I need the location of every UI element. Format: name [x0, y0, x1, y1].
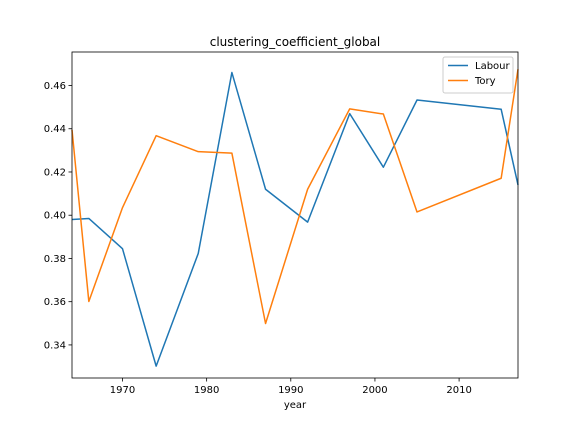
x-axis-label: year: [284, 400, 307, 411]
y-tick-label: 0.40: [44, 211, 66, 222]
series-line-tory: [71, 69, 519, 325]
series-line-labour: [71, 71, 519, 367]
y-tick-label: 0.34: [44, 340, 66, 351]
y-tick-label: 0.36: [44, 297, 66, 308]
legend-label-labour: Labour: [475, 61, 511, 72]
chart-title: clustering_coefficient_global: [210, 35, 381, 49]
legend-label-tory: Tory: [474, 76, 496, 87]
x-tick-label: 2000: [362, 385, 387, 396]
x-tick-label: 1970: [110, 385, 135, 396]
plot-lines: [71, 69, 519, 367]
y-tick-label: 0.44: [44, 124, 66, 135]
x-tick-label: 2010: [446, 385, 471, 396]
y-axis: 0.34 0.36 0.38 0.40 0.42 0.44 0.46: [44, 81, 72, 351]
legend: Labour Tory: [442, 56, 514, 94]
x-axis: 1970 1980 1990 2000 2010: [110, 378, 472, 396]
y-tick-label: 0.46: [44, 81, 66, 92]
y-tick-label: 0.42: [44, 167, 66, 178]
x-tick-label: 1990: [278, 385, 303, 396]
y-tick-label: 0.38: [44, 254, 66, 265]
x-tick-label: 1980: [194, 385, 219, 396]
